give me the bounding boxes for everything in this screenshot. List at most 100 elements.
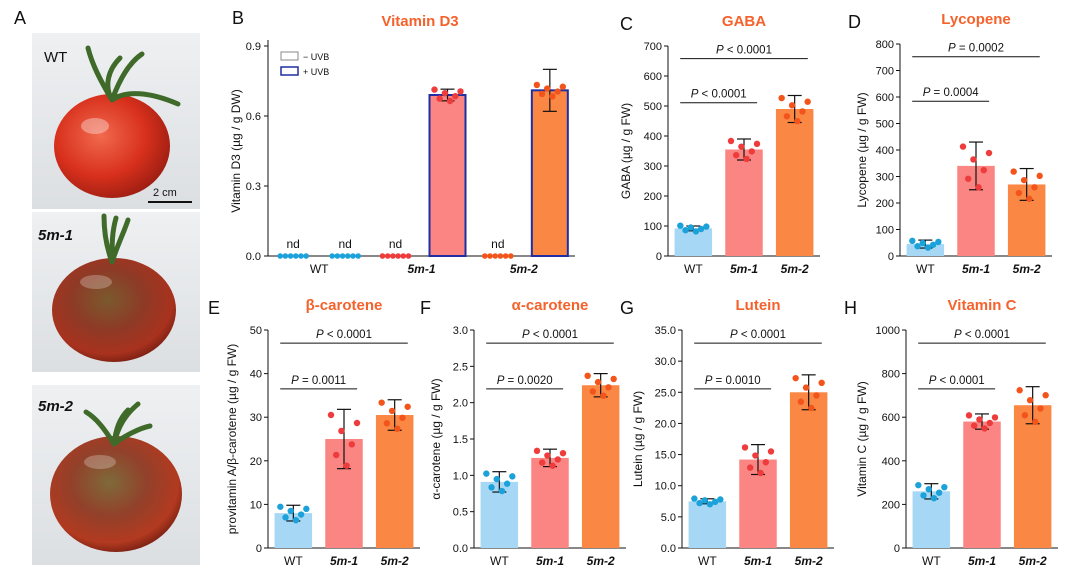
panel-e-5m-1-point-6 bbox=[353, 419, 361, 427]
panel-h-ytick-label: 0 bbox=[894, 543, 900, 555]
panel-c-ytick-label: 200 bbox=[644, 191, 662, 203]
panel-h-letter: H bbox=[844, 298, 857, 318]
charts-area: B Vitamin D3 Vitamin D3 (µg / g DW) 0.0 0.3 0… bbox=[208, 8, 1058, 568]
panel-h-5m-2-point-3 bbox=[1026, 397, 1034, 404]
panel-h-ytick-label: 800 bbox=[882, 369, 900, 381]
panel-b-bar-2-point-1 bbox=[533, 81, 541, 89]
panel-e-ytick-label: 30 bbox=[250, 412, 262, 424]
panel-c-5m-2-point-1 bbox=[778, 94, 785, 102]
panel-d-WT-point-5 bbox=[929, 241, 937, 248]
panel-b-title: Vitamin D3 bbox=[381, 13, 458, 30]
panel-b-zero-point bbox=[405, 253, 412, 259]
panel-g-5m-1-point-5 bbox=[762, 459, 769, 466]
panel-g-ytick-label: 20.0 bbox=[655, 418, 676, 430]
panel-c-ytick-label: 300 bbox=[644, 161, 662, 173]
panel-g-pvalue: P = 0.0010 bbox=[705, 375, 761, 387]
panel-g: G Lutein Lutein (µg / g FW) 0.0 5.0 10.0 15.0 2… bbox=[620, 297, 834, 568]
panel-g-ytick-label: 30.0 bbox=[655, 356, 676, 368]
panel-f-ytick-label: 3.0 bbox=[453, 325, 468, 337]
panel-e-ylabel: provitamin A/β-carotene (µg / g FW) bbox=[225, 344, 239, 535]
panel-f-5m-2-point-4 bbox=[600, 392, 607, 399]
panel-g-ytick-label: 15.0 bbox=[655, 450, 676, 462]
panel-e-ytick-label: 40 bbox=[250, 369, 262, 381]
panel-f-5m-1-point-4 bbox=[549, 462, 556, 469]
panel-c-pvalue: P < 0.0001 bbox=[716, 45, 772, 57]
panel-b-nd-label: nd bbox=[286, 237, 299, 251]
panel-c-5m-2-point-5 bbox=[799, 108, 806, 115]
panel-b-bar-2-point-6 bbox=[559, 83, 567, 90]
panel-d-ytick-label: 800 bbox=[876, 39, 894, 51]
panel-b-ylabel: Vitamin D3 (µg / g DW) bbox=[229, 89, 243, 212]
panel-g-5m-1-point-2 bbox=[747, 464, 754, 471]
panel-f-category: 5m-1 bbox=[536, 554, 564, 568]
panel-e-WT-point-6 bbox=[303, 505, 310, 513]
panel-d-5m-1-point-5 bbox=[980, 166, 987, 174]
panel-b: B Vitamin D3 Vitamin D3 (µg / g DW) 0.0 0.3 0… bbox=[229, 8, 575, 276]
panel-f-5m-1-point-6 bbox=[559, 449, 567, 457]
panel-d-bar-WT bbox=[906, 244, 945, 256]
panel-d-5m-2-point-6 bbox=[1036, 172, 1043, 180]
panel-f-WT-point-2 bbox=[488, 484, 495, 491]
panel-d-pvalue: P = 0.0002 bbox=[948, 43, 1004, 55]
panel-g-5m-2-point-4 bbox=[808, 404, 815, 412]
panel-f-WT-point-1 bbox=[483, 470, 490, 477]
panel-c-5m-1-point-4 bbox=[743, 155, 750, 163]
panel-e-ytick-label: 20 bbox=[250, 456, 262, 468]
panel-h-5m-2-point-5 bbox=[1037, 405, 1044, 412]
panel-d-letter: D bbox=[848, 12, 861, 32]
panel-c-ytick-label: 100 bbox=[644, 221, 662, 233]
panel-b-zero-point bbox=[282, 253, 289, 259]
panel-f-5m-1-point-3 bbox=[544, 452, 551, 459]
panel-b-category: 5m-2 bbox=[510, 262, 538, 276]
panel-h-WT-point-4 bbox=[930, 494, 938, 502]
panel-e-ytick-label: 0 bbox=[256, 543, 262, 555]
panel-h-5m-1-point-5 bbox=[986, 419, 993, 427]
panel-c-5m-2-point-2 bbox=[783, 113, 791, 120]
panel-f-ylabel: α-carotene (µg / g FW) bbox=[429, 378, 443, 499]
photo-wt: WT 2 cm bbox=[32, 33, 200, 209]
panel-g-5m-2-point-5 bbox=[813, 392, 820, 399]
panel-f-5m-1-point-2 bbox=[539, 459, 546, 466]
panel-g-5m-1-point-1 bbox=[741, 444, 749, 451]
panel-d-category: 5m-1 bbox=[962, 262, 990, 276]
panel-b-zero-point bbox=[298, 253, 304, 259]
panel-h-5m-1-point-6 bbox=[991, 414, 999, 421]
panel-h-ytick-label: 400 bbox=[882, 456, 900, 468]
panel-e-5m-2-point-5 bbox=[399, 414, 406, 421]
panel-h-category: WT bbox=[922, 554, 941, 568]
panel-e-5m-1-point-2 bbox=[333, 451, 340, 459]
panel-f-category: 5m-2 bbox=[587, 554, 615, 568]
panel-f-letter: F bbox=[420, 298, 431, 318]
panel-h-WT-point-3 bbox=[925, 486, 932, 493]
panel-g-5m-2-point-6 bbox=[818, 379, 825, 387]
panel-e-WT-point-1 bbox=[277, 503, 284, 510]
panel-g-ytick-label: 0.0 bbox=[661, 543, 676, 555]
legend-label-minus-uvb: − UVB bbox=[303, 52, 329, 62]
panel-g-letter: G bbox=[620, 298, 634, 318]
panel-c-title: GABA bbox=[722, 13, 766, 30]
panel-f-5m-2-point-5 bbox=[605, 384, 612, 391]
panel-b-bar-2-point-4 bbox=[549, 93, 556, 100]
panel-h-5m-1-point-1 bbox=[965, 412, 973, 419]
panel-h-bar-5m-1 bbox=[963, 421, 1001, 548]
panel-b-zero-point bbox=[400, 253, 407, 259]
panel-b-zero-point bbox=[344, 253, 351, 259]
photo-label-5m-1: 5m-1 bbox=[38, 227, 73, 244]
panel-d-WT-point-2 bbox=[914, 243, 921, 250]
panel-h-5m-2-point-6 bbox=[1042, 392, 1049, 399]
panel-c-ytick-label: 700 bbox=[644, 41, 662, 53]
panel-h-pvalue: P < 0.0001 bbox=[929, 375, 985, 387]
panel-d-WT-point-4 bbox=[924, 244, 932, 251]
panel-c-5m-2-point-6 bbox=[804, 98, 811, 105]
panel-g-WT-point-6 bbox=[717, 496, 724, 503]
panel-h-WT-point-1 bbox=[915, 481, 922, 489]
panel-h-bar-WT bbox=[912, 491, 951, 548]
panel-f-WT-point-5 bbox=[503, 480, 511, 487]
panel-c-bar-5m-1 bbox=[725, 149, 763, 256]
panel-f-ytick-label: 1.5 bbox=[453, 434, 468, 446]
panel-f-pvalue: P < 0.0001 bbox=[522, 329, 578, 341]
panel-c-pvalue: P < 0.0001 bbox=[691, 89, 747, 101]
panel-c-ytick-label: 600 bbox=[644, 71, 662, 83]
panel-f-5m-2-point-6 bbox=[610, 375, 617, 383]
panel-b-bar bbox=[530, 89, 569, 258]
